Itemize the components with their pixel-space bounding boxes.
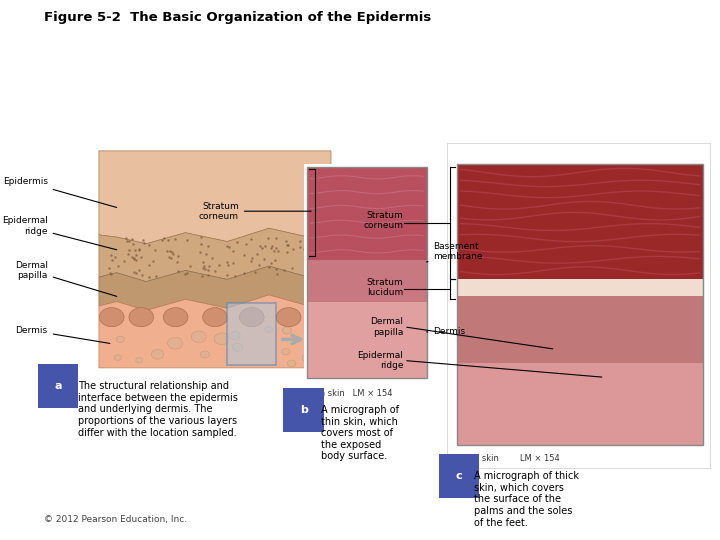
Text: Basement
membrane: Basement membrane bbox=[426, 242, 483, 262]
Circle shape bbox=[282, 327, 292, 334]
Circle shape bbox=[192, 331, 207, 343]
Circle shape bbox=[99, 308, 124, 327]
Polygon shape bbox=[99, 151, 331, 244]
Circle shape bbox=[282, 348, 290, 355]
FancyBboxPatch shape bbox=[457, 296, 703, 366]
Text: Stratum
corneum: Stratum corneum bbox=[199, 201, 311, 221]
Text: Dermis: Dermis bbox=[16, 326, 110, 343]
Circle shape bbox=[265, 327, 273, 333]
Polygon shape bbox=[99, 228, 331, 281]
FancyBboxPatch shape bbox=[447, 143, 710, 469]
Text: A micrograph of thick
skin, which covers
the surface of the
palms and the soles
: A micrograph of thick skin, which covers… bbox=[474, 471, 580, 528]
Text: a: a bbox=[54, 381, 62, 391]
Text: Dermal
papilla: Dermal papilla bbox=[370, 317, 403, 336]
Text: Thick skin        LM × 154: Thick skin LM × 154 bbox=[457, 454, 560, 463]
Polygon shape bbox=[99, 295, 331, 368]
Circle shape bbox=[230, 332, 240, 340]
Text: A micrograph of
thin skin, which
covers most of
the exposed
body surface.: A micrograph of thin skin, which covers … bbox=[320, 405, 399, 461]
Text: Stratum
corneum: Stratum corneum bbox=[364, 211, 403, 230]
FancyBboxPatch shape bbox=[304, 164, 430, 381]
Polygon shape bbox=[99, 266, 331, 310]
Circle shape bbox=[168, 338, 183, 349]
Circle shape bbox=[287, 360, 296, 367]
Circle shape bbox=[214, 333, 229, 345]
FancyBboxPatch shape bbox=[307, 260, 426, 305]
Text: Stratum
lucidum: Stratum lucidum bbox=[366, 278, 403, 297]
Circle shape bbox=[276, 308, 301, 327]
Text: Epidermis: Epidermis bbox=[3, 177, 117, 207]
Circle shape bbox=[240, 308, 264, 327]
Circle shape bbox=[151, 349, 163, 359]
FancyBboxPatch shape bbox=[457, 164, 703, 282]
Circle shape bbox=[163, 308, 188, 327]
Circle shape bbox=[202, 308, 228, 327]
FancyBboxPatch shape bbox=[307, 302, 426, 379]
Circle shape bbox=[114, 355, 122, 361]
Text: Thin skin   LM × 154: Thin skin LM × 154 bbox=[307, 389, 392, 398]
Text: Epidermal
ridge: Epidermal ridge bbox=[357, 351, 403, 370]
FancyBboxPatch shape bbox=[457, 363, 703, 444]
Text: The structural relationship and
interface between the epidermis
and underlying d: The structural relationship and interfac… bbox=[78, 381, 238, 437]
Circle shape bbox=[136, 357, 143, 363]
FancyBboxPatch shape bbox=[307, 167, 426, 262]
Text: Dermis: Dermis bbox=[426, 327, 465, 336]
Text: Figure 5-2  The Basic Organization of the Epidermis: Figure 5-2 The Basic Organization of the… bbox=[45, 11, 431, 24]
Text: b: b bbox=[300, 405, 307, 415]
Circle shape bbox=[233, 343, 243, 352]
Circle shape bbox=[116, 336, 125, 342]
Circle shape bbox=[200, 351, 210, 358]
FancyBboxPatch shape bbox=[228, 303, 276, 365]
Text: c: c bbox=[455, 471, 462, 481]
Text: Dermal
papilla: Dermal papilla bbox=[14, 261, 117, 296]
Text: © 2012 Pearson Education, Inc.: © 2012 Pearson Education, Inc. bbox=[45, 515, 187, 524]
Text: Epidermal
ridge: Epidermal ridge bbox=[2, 217, 117, 250]
Circle shape bbox=[129, 308, 153, 327]
Circle shape bbox=[302, 354, 312, 362]
FancyBboxPatch shape bbox=[457, 279, 703, 299]
